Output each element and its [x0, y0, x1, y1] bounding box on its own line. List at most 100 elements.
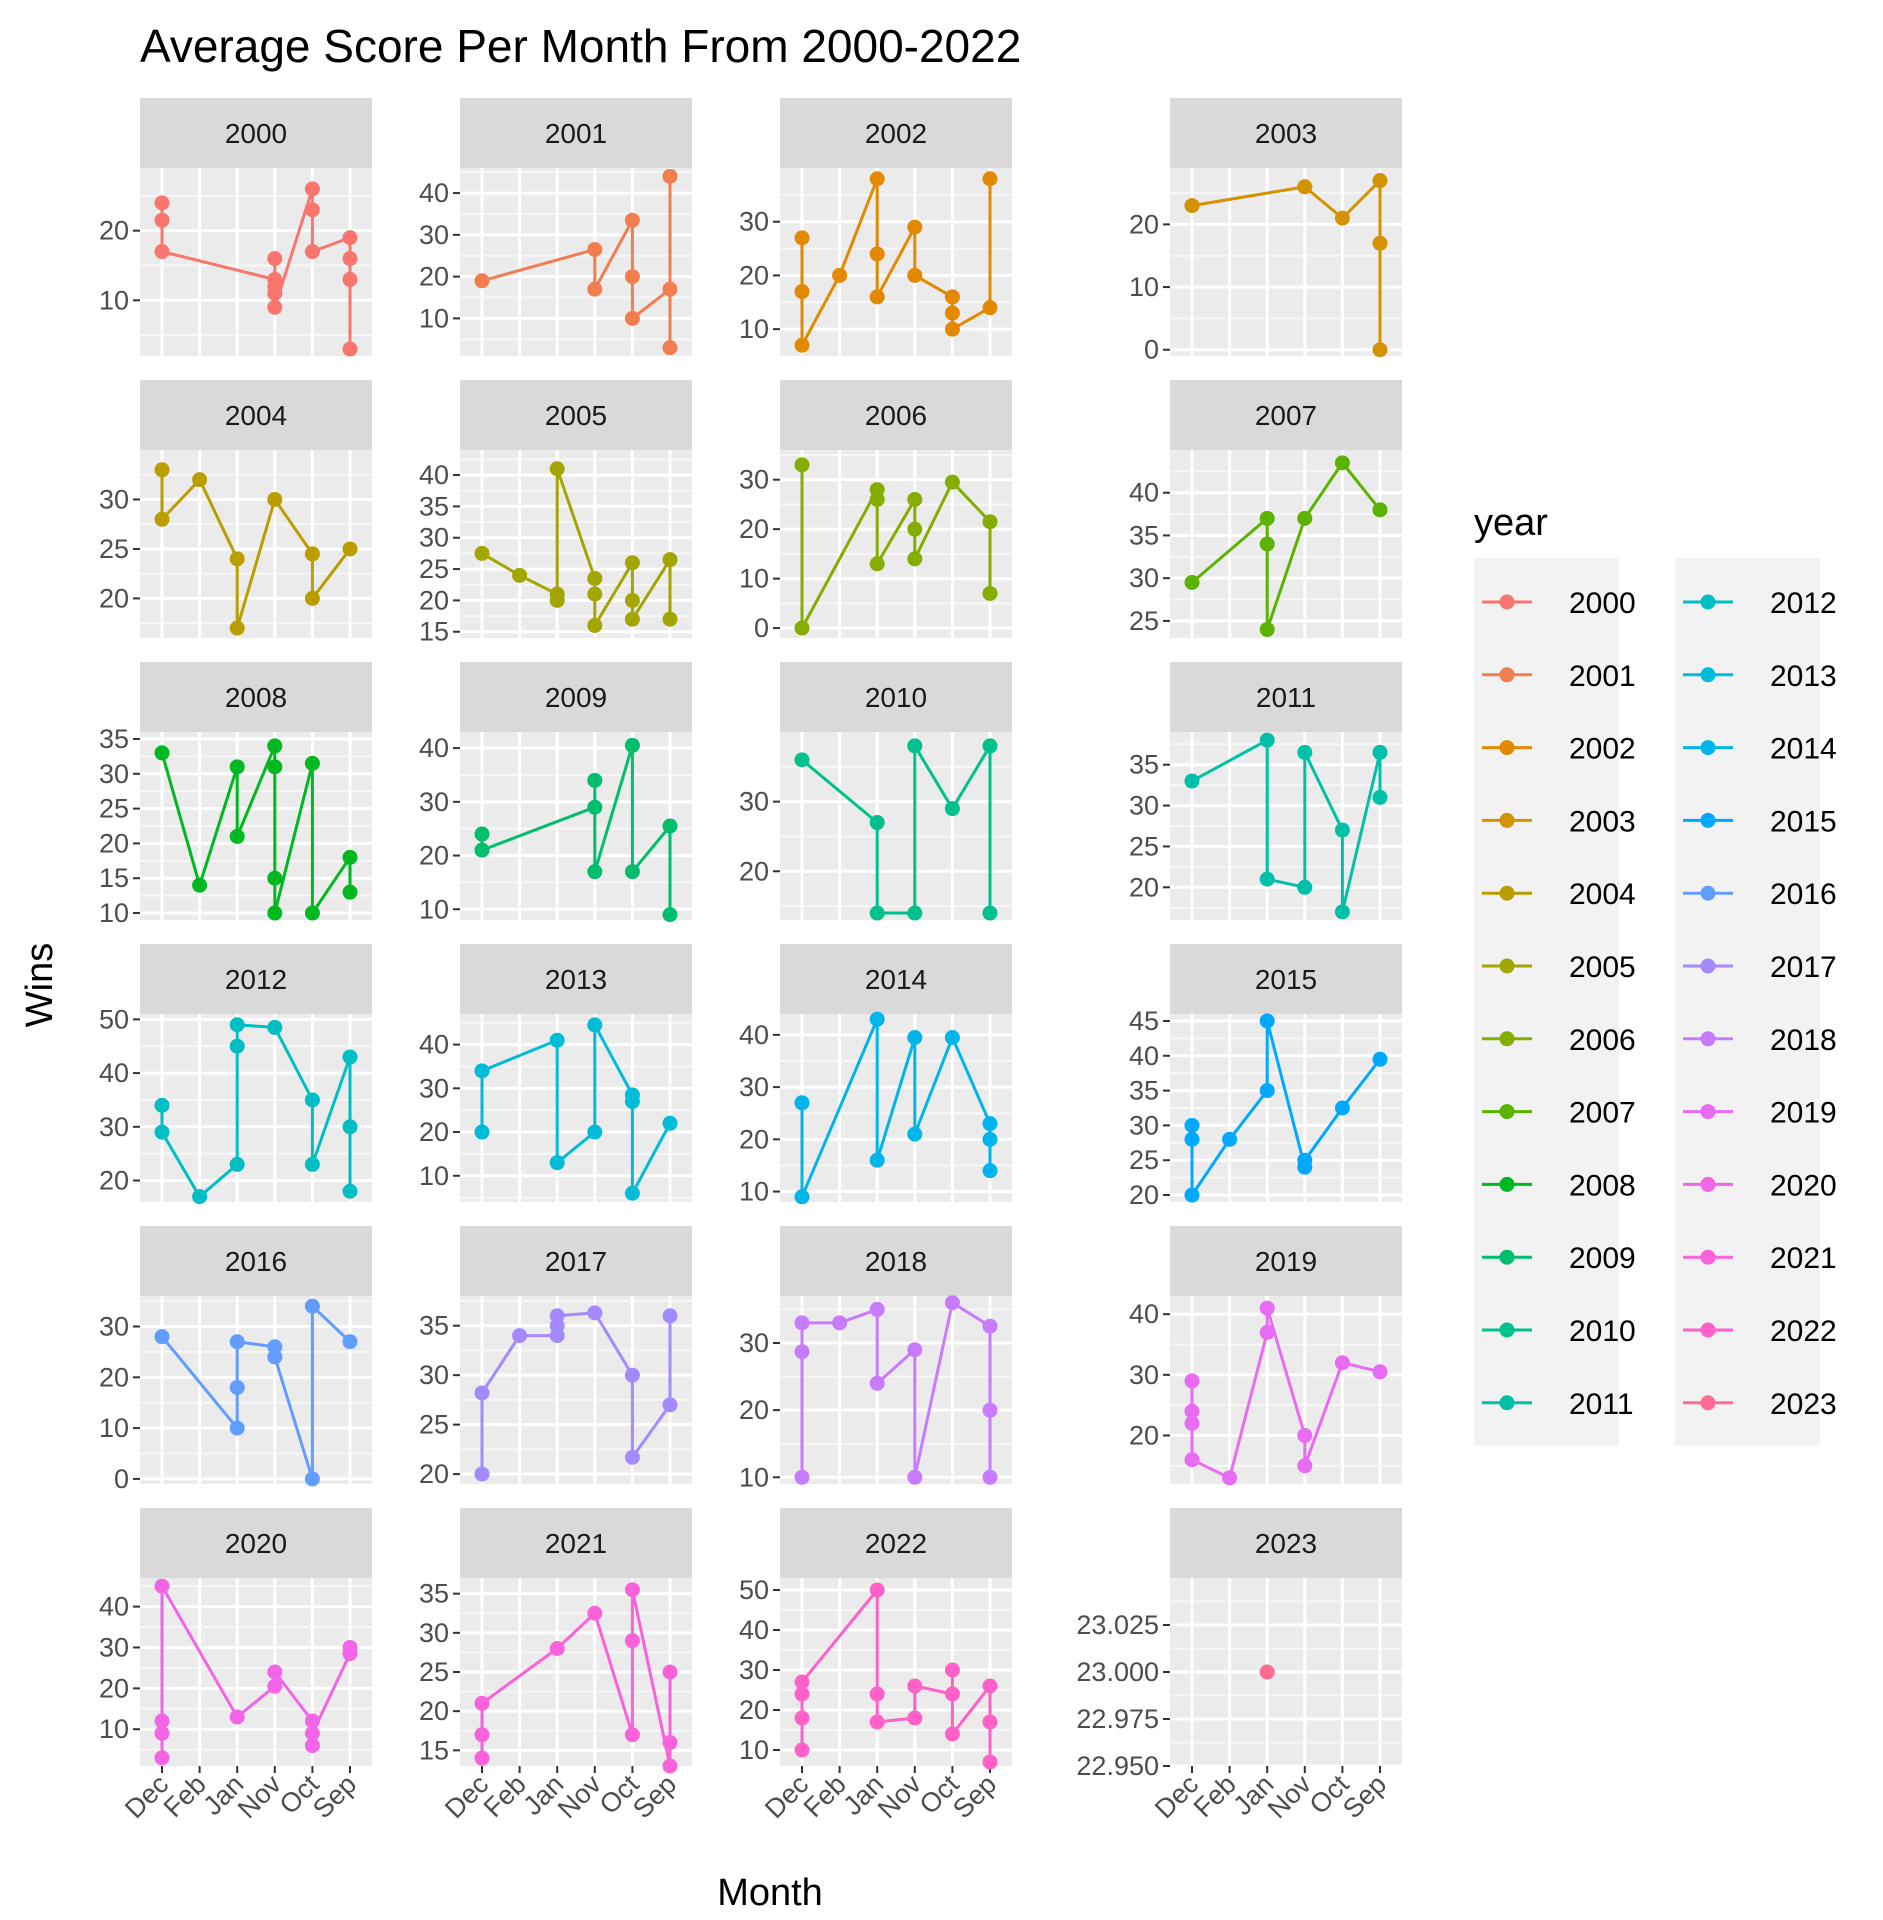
y-tick-label: 10: [739, 1177, 769, 1207]
y-tick-label: 20: [99, 1673, 129, 1703]
data-point: [1184, 1117, 1200, 1133]
data-point: [474, 545, 490, 561]
facet-panel: 2017 20 25 30 35: [419, 1226, 692, 1489]
y-tick-label: 20: [1129, 1180, 1159, 1210]
data-point: [229, 551, 245, 567]
facet-strip-label: 2010: [865, 682, 927, 713]
facet-strip: [780, 662, 1012, 732]
y-tick-label: 20: [739, 1395, 769, 1425]
y-tick-label: 10: [739, 314, 769, 344]
y-tick-label: 30: [419, 787, 449, 817]
facet-strip: [140, 1508, 372, 1578]
data-point: [944, 474, 960, 490]
data-point: [832, 267, 848, 283]
y-tick-label: 20: [739, 514, 769, 544]
data-point: [944, 321, 960, 337]
data-point: [154, 1725, 170, 1741]
data-point: [869, 491, 885, 507]
data-point: [624, 1185, 640, 1201]
y-tick-label: 10: [99, 285, 129, 315]
data-point: [1184, 574, 1200, 590]
data-point: [474, 842, 490, 858]
data-point: [832, 1315, 848, 1331]
plot-background: [460, 168, 692, 356]
legend-label: 2010: [1569, 1315, 1636, 1348]
data-point: [1334, 210, 1350, 226]
y-tick-label: 30: [419, 1360, 449, 1390]
y-tick-label: 30: [1129, 791, 1159, 821]
legend-label: 2017: [1770, 951, 1837, 984]
y-tick-label: 40: [739, 1615, 769, 1645]
facet-strip: [140, 944, 372, 1014]
facet-strip: [460, 98, 692, 168]
data-point: [229, 1379, 245, 1395]
data-point: [342, 884, 358, 900]
data-point: [229, 828, 245, 844]
facet-strip-label: 2003: [1255, 118, 1317, 149]
data-point: [794, 1742, 810, 1758]
plot-background: [140, 168, 372, 356]
y-tick-label: 15: [419, 617, 449, 647]
data-point: [154, 1097, 170, 1113]
data-point: [304, 1725, 320, 1741]
y-tick-label: 25: [1129, 1145, 1159, 1175]
facet-strip-label: 2014: [865, 964, 927, 995]
data-point: [869, 1375, 885, 1391]
data-point: [982, 1163, 998, 1179]
y-tick-label: 20: [419, 1117, 449, 1147]
y-tick-label: 10: [1129, 272, 1159, 302]
data-point: [662, 340, 678, 356]
data-point: [304, 244, 320, 260]
data-point: [304, 905, 320, 921]
legend-background: [1474, 558, 1619, 1446]
y-tick-label: 30: [739, 465, 769, 495]
facet-strip-label: 2020: [225, 1528, 287, 1559]
facet-strip: [1170, 944, 1402, 1014]
legend-key-point: [1499, 1322, 1515, 1338]
data-point: [662, 1397, 678, 1413]
facet-panel: 2000 10 20: [99, 98, 372, 357]
data-point: [304, 1092, 320, 1108]
y-tick-label: 40: [419, 1030, 449, 1060]
y-tick-label: 20: [739, 260, 769, 290]
legend-key-point: [1499, 1104, 1515, 1120]
data-point: [1334, 455, 1350, 471]
y-tick-label: 25: [99, 534, 129, 564]
data-point: [229, 1420, 245, 1436]
data-point: [512, 1328, 528, 1344]
legend-label: 2005: [1569, 951, 1636, 984]
data-point: [1184, 1187, 1200, 1203]
data-point: [229, 1709, 245, 1725]
data-point: [549, 1155, 565, 1171]
legend-label: 2001: [1569, 660, 1636, 693]
plot-background: [780, 450, 1012, 638]
data-point: [794, 620, 810, 636]
y-tick-label: 30: [419, 1618, 449, 1648]
y-tick-label: 25: [99, 794, 129, 824]
data-point: [624, 592, 640, 608]
y-tick-label: 35: [1129, 750, 1159, 780]
y-tick-label: 20: [99, 828, 129, 858]
facet-strip-label: 2017: [545, 1246, 607, 1277]
facet-panel: 2003 0 10 20: [1129, 98, 1402, 365]
data-point: [1372, 1051, 1388, 1067]
data-point: [624, 1449, 640, 1465]
data-point: [304, 755, 320, 771]
data-point: [1297, 179, 1313, 195]
y-tick-label: 40: [739, 1020, 769, 1050]
data-point: [267, 759, 283, 775]
data-point: [982, 1402, 998, 1418]
legend-key-point: [1700, 885, 1716, 901]
data-point: [587, 241, 603, 257]
y-tick-label: 35: [99, 724, 129, 754]
legend-key-point: [1499, 1395, 1515, 1411]
y-tick-label: 30: [419, 220, 449, 250]
legend-key-point: [1700, 1104, 1716, 1120]
y-tick-label: 30: [739, 207, 769, 237]
facet-panels: 2000102020011020304020021020302003010202…: [99, 98, 1402, 1824]
facet-strip-label: 2007: [1255, 400, 1317, 431]
data-point: [154, 745, 170, 761]
data-point: [342, 1639, 358, 1655]
legend-label: 2011: [1569, 1388, 1634, 1421]
